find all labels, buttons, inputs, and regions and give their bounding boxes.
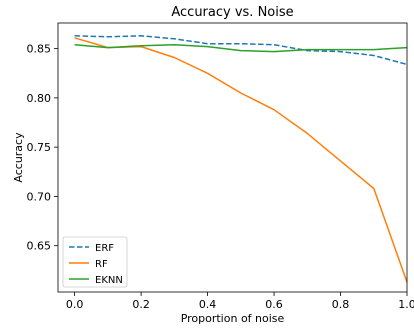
y-tick-label: 0.85 (27, 43, 52, 56)
legend-box (62, 236, 128, 288)
plot-frame (57, 22, 408, 293)
series-layer (74, 35, 408, 283)
series-line-eknn (74, 43, 408, 53)
x-tick-label: 1.0 (398, 298, 414, 311)
legend-label-eknn: EKNN (95, 275, 123, 286)
y-tick-label: 0.65 (27, 240, 52, 253)
legend-label-rf: RF (95, 259, 108, 270)
chart-title: Accuracy vs. Noise (171, 5, 293, 20)
x-tick-label: 0.8 (332, 298, 350, 311)
y-tick-label: 0.75 (27, 141, 52, 154)
x-tick-label: 0.6 (265, 298, 283, 311)
legend-label-erf: ERF (95, 243, 114, 254)
x-axis-ticks: 0.0 0.2 0.4 0.6 0.8 1.0 (66, 292, 414, 311)
x-tick-label: 0.4 (199, 298, 217, 311)
x-axis-title: Proportion of noise (181, 312, 285, 325)
y-tick-label: 0.70 (27, 190, 52, 203)
y-tick-label: 0.80 (27, 92, 52, 105)
x-tick-label: 0.0 (66, 298, 84, 311)
legend: ERF RF EKNN (62, 236, 128, 288)
y-axis-title: Accuracy (12, 132, 25, 183)
x-tick-label: 0.2 (132, 298, 150, 311)
y-axis-ticks: 0.65 0.70 0.75 0.80 0.85 (27, 43, 58, 253)
